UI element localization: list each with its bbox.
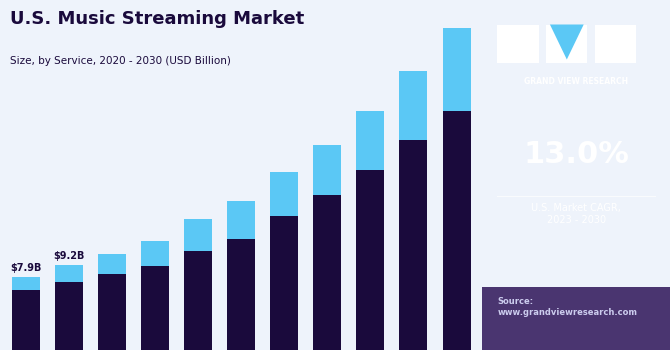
Bar	[443, 111, 470, 350]
Bar	[141, 266, 169, 350]
Bar	[184, 251, 212, 350]
Bar	[270, 172, 298, 216]
Bar	[399, 71, 427, 140]
Bar	[141, 241, 169, 266]
FancyBboxPatch shape	[546, 25, 588, 63]
Bar	[399, 140, 427, 350]
FancyBboxPatch shape	[497, 25, 539, 63]
Bar	[12, 290, 40, 350]
Text: Size, by Service, 2020 - 2030 (USD Billion): Size, by Service, 2020 - 2030 (USD Billi…	[9, 56, 230, 66]
Bar	[443, 28, 470, 111]
Bar	[356, 170, 385, 350]
Text: $7.9B: $7.9B	[10, 262, 42, 273]
Bar	[98, 274, 126, 350]
Bar	[12, 277, 40, 290]
Bar	[270, 216, 298, 350]
Text: Source:
www.grandviewresearch.com: Source: www.grandviewresearch.com	[497, 298, 637, 317]
Bar	[356, 111, 385, 170]
Bar	[98, 254, 126, 274]
Bar	[55, 282, 83, 350]
Bar	[314, 145, 341, 195]
Text: U.S. Music Streaming Market: U.S. Music Streaming Market	[9, 10, 304, 28]
FancyBboxPatch shape	[482, 287, 670, 350]
Bar	[227, 201, 255, 239]
Bar	[55, 265, 83, 282]
Text: U.S. Market CAGR,
2023 - 2030: U.S. Market CAGR, 2023 - 2030	[531, 203, 621, 225]
Bar	[227, 239, 255, 350]
Bar	[184, 219, 212, 251]
Polygon shape	[550, 25, 584, 60]
Text: 13.0%: 13.0%	[523, 140, 629, 169]
Text: GRAND VIEW RESEARCH: GRAND VIEW RESEARCH	[524, 77, 628, 86]
FancyBboxPatch shape	[595, 25, 636, 63]
Bar	[314, 195, 341, 350]
Text: $9.2B: $9.2B	[53, 251, 84, 261]
